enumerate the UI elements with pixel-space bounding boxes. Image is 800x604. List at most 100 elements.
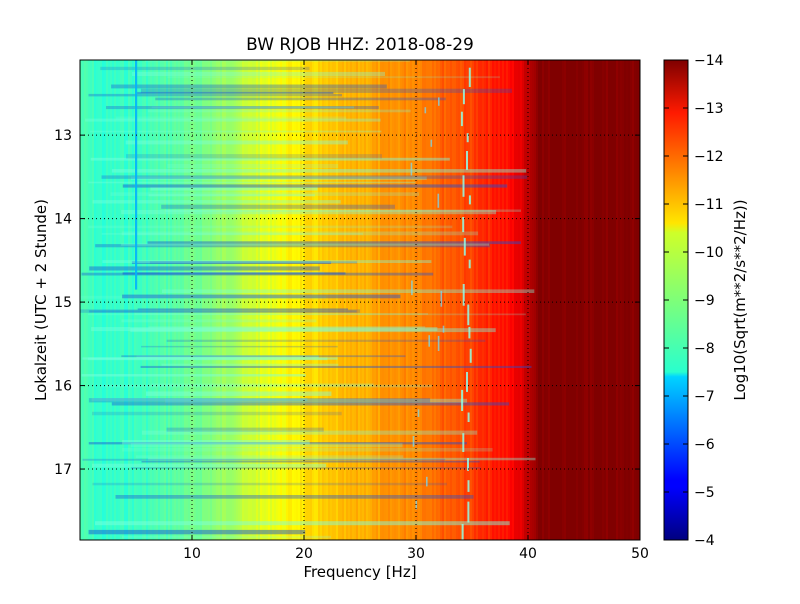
spectrogram-striation	[111, 402, 510, 406]
spectrogram-column	[610, 60, 613, 540]
spectrogram-striation	[121, 243, 489, 246]
tonal-streak	[462, 217, 465, 233]
spectrogram-column	[636, 60, 639, 540]
spectrogram-column	[94, 60, 97, 540]
spectrogram-column	[122, 60, 125, 540]
spectrogram-column	[138, 60, 141, 540]
spectrogram-striation	[115, 116, 347, 120]
spectrogram-column	[450, 60, 453, 540]
spectrogram-column	[276, 60, 279, 540]
spectrogram-column	[350, 60, 353, 540]
spectrogram-column	[362, 60, 365, 540]
spectrogram-column	[106, 60, 109, 540]
spectrogram-column	[578, 60, 581, 540]
spectrogram-column	[580, 60, 583, 540]
spectrogram-column	[568, 60, 571, 540]
spectrogram-column	[318, 60, 321, 540]
spectrogram-column	[136, 60, 139, 540]
spectrogram-column	[144, 60, 147, 540]
spectrogram-column	[424, 60, 427, 540]
spectrogram-column	[480, 60, 483, 540]
spectrogram-striation	[165, 209, 521, 212]
spectrogram-striation	[106, 106, 379, 110]
spectrogram-column	[446, 60, 449, 540]
x-axis: 10 20 30 40 50	[183, 60, 649, 562]
spectrogram-column	[622, 60, 625, 540]
spectrogram-column	[210, 60, 213, 540]
spectrogram-column	[206, 60, 209, 540]
spectrogram-plot-area	[80, 60, 640, 540]
spectrogram-column	[286, 60, 289, 540]
tonal-streak	[467, 412, 470, 422]
spectrogram-column	[386, 60, 389, 540]
spectrogram-column	[288, 60, 291, 540]
spectrogram-column	[190, 60, 193, 540]
spectrogram-column	[164, 60, 167, 540]
spectrogram-column	[168, 60, 171, 540]
spectrogram-column	[354, 60, 357, 540]
spectrogram-column	[324, 60, 327, 540]
tonal-streak	[468, 326, 471, 339]
spectrogram-column	[632, 60, 635, 540]
spectrogram-column	[532, 60, 535, 540]
spectrogram-column	[254, 60, 257, 540]
spectrogram-striation	[122, 294, 401, 299]
y-axis: 13 14 15 16 17	[54, 128, 640, 478]
spectrogram-column	[390, 60, 393, 540]
spectrogram-striation	[140, 365, 532, 368]
spectrogram-striation	[131, 261, 332, 264]
spectrogram-column	[630, 60, 633, 540]
spectrogram-column	[416, 60, 419, 540]
spectrogram-striation	[101, 232, 363, 235]
spectrogram-column	[132, 60, 135, 540]
spectrogram-column	[472, 60, 475, 540]
spectrogram-striation	[88, 529, 306, 535]
spectrogram-column	[366, 60, 369, 540]
spectrogram-striation	[148, 194, 315, 197]
spectrogram-column	[426, 60, 429, 540]
spectrogram-column	[226, 60, 229, 540]
tonal-streak	[466, 151, 468, 170]
spectrogram-column	[294, 60, 297, 540]
spectrogram-column	[300, 60, 303, 540]
spectrogram-column	[326, 60, 329, 540]
spectrogram-column	[414, 60, 417, 540]
spectrogram-column	[482, 60, 485, 540]
spectrogram-column	[402, 60, 405, 540]
tonal-streak-secondary	[428, 335, 430, 347]
spectrogram-column	[634, 60, 637, 540]
spectrogram-column	[338, 60, 341, 540]
spectrogram-striation	[125, 140, 348, 145]
spectrogram-column	[388, 60, 391, 540]
tonal-streak-secondary	[424, 107, 427, 114]
colorbar-tick-label: −9	[694, 293, 715, 309]
spectrogram-column	[432, 60, 435, 540]
spectrogram-column	[230, 60, 233, 540]
spectrogram-column	[592, 60, 595, 540]
spectrogram-column	[262, 60, 265, 540]
y-tick-label: 16	[54, 379, 72, 395]
spectrogram-striation	[159, 271, 325, 274]
spectrogram-column	[166, 60, 169, 540]
spectrogram-column	[220, 60, 223, 540]
spectrogram-column	[130, 60, 133, 540]
spectrogram-column	[358, 60, 361, 540]
spectrogram-column	[624, 60, 627, 540]
spectrogram-column	[360, 60, 363, 540]
spectrogram-striation	[111, 84, 387, 89]
spectrogram-column	[312, 60, 315, 540]
spectrogram-column	[228, 60, 231, 540]
spectrogram-column	[118, 60, 121, 540]
spectrogram-striation	[88, 225, 453, 229]
tonal-streak-secondary	[426, 476, 428, 487]
spectrogram-striation	[141, 345, 338, 348]
spectrogram-column	[542, 60, 545, 540]
spectrogram-column	[238, 60, 241, 540]
spectrogram-column	[134, 60, 137, 540]
spectrogram-column	[180, 60, 183, 540]
spectrogram-striation	[90, 157, 450, 161]
spectrogram-column	[344, 60, 347, 540]
spectrogram-column	[428, 60, 431, 540]
spectrogram-column	[372, 60, 375, 540]
